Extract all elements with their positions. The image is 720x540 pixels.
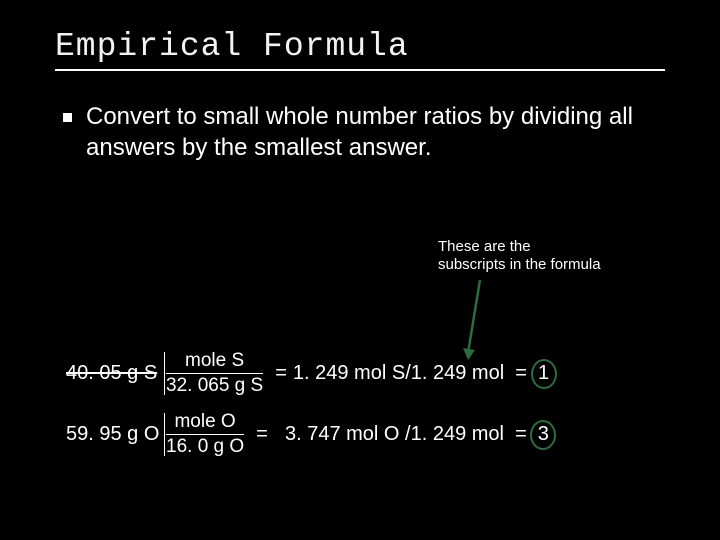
frac-den-s: 32. 065 g S <box>166 374 263 397</box>
note-line1: These are the <box>438 238 531 255</box>
calc-row-sulfur: 40. 05 g S mole S 32. 065 g S = 1. 249 m… <box>66 350 557 397</box>
equals-1b: = <box>504 362 532 385</box>
result-o <box>274 423 285 446</box>
frac-num-o: mole O <box>166 411 244 435</box>
given-o: 59. 95 g O <box>66 423 160 446</box>
result-o-text: 3. 747 mol O /1. 249 mol <box>285 423 504 446</box>
frac-den-o: 16. 0 g O <box>166 435 244 458</box>
final-s: 1 <box>538 362 549 385</box>
slide: Empirical Formula Convert to small whole… <box>0 0 720 540</box>
final-o-circled: 3 <box>530 420 556 450</box>
calculation-area: 40. 05 g S mole S 32. 065 g S = 1. 249 m… <box>66 350 557 472</box>
fraction-vline <box>164 352 165 395</box>
note-line2: subscripts in the formula <box>438 256 601 273</box>
bullet-item: Convert to small whole number ratios by … <box>63 101 665 163</box>
given-s: 40. 05 g S <box>66 362 160 385</box>
final-s-circled: 1 <box>531 359 557 389</box>
title-underline <box>55 69 665 71</box>
annotation-note: These are the subscripts in the formula <box>438 238 601 274</box>
final-o: 3 <box>538 423 549 446</box>
divide-s: /1. 249 mol <box>405 362 504 385</box>
fraction-o: mole O 16. 0 g O <box>166 411 244 458</box>
fraction-s: mole S 32. 065 g S <box>166 350 263 397</box>
frac-num-s: mole S <box>166 350 263 374</box>
result-s: 1. 249 mol S <box>293 362 405 385</box>
equals-2: = <box>256 423 268 446</box>
fraction-vline <box>164 413 165 456</box>
bullet-marker-icon <box>63 113 72 122</box>
slide-title: Empirical Formula <box>55 28 665 65</box>
bullet-text: Convert to small whole number ratios by … <box>86 101 665 163</box>
equals-2b: = <box>504 423 532 446</box>
calc-row-oxygen: 59. 95 g O mole O 16. 0 g O = 3. 747 mol… <box>66 411 557 458</box>
equals-1: = <box>275 362 287 385</box>
